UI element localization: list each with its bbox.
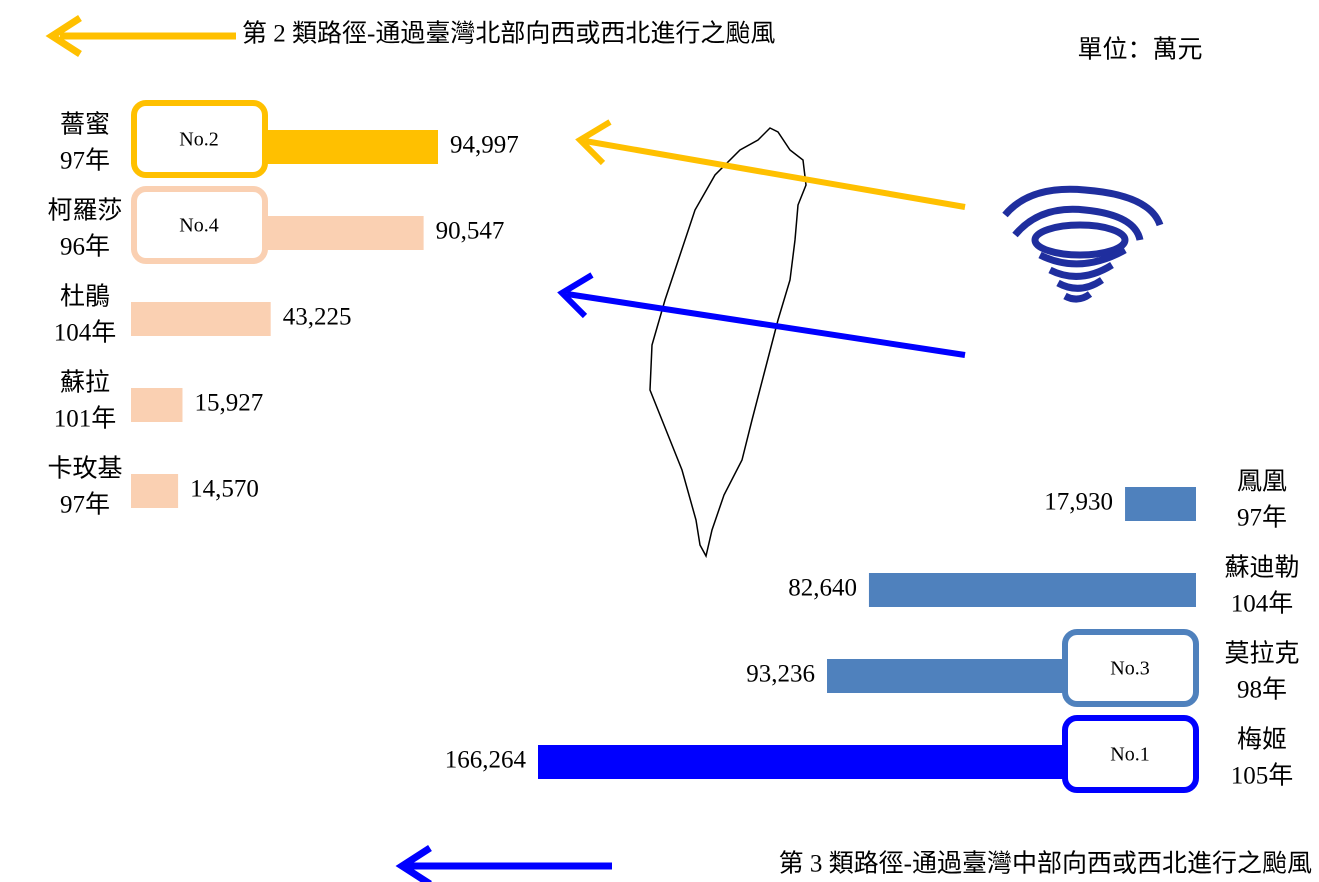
- rank-label: No.1: [1110, 744, 1149, 766]
- value-label: 90,547: [436, 218, 505, 245]
- bar: [1125, 487, 1196, 521]
- bar: [131, 388, 183, 422]
- year-label: 105年: [1231, 762, 1294, 790]
- rank-label: No.4: [179, 215, 218, 237]
- value-label: 93,236: [746, 661, 815, 688]
- category-label: 杜鵑: [60, 283, 110, 311]
- value-label: 17,930: [1044, 489, 1113, 516]
- value-label: 166,264: [445, 747, 527, 774]
- rank-badge: [131, 186, 268, 264]
- year-label: 104年: [1231, 590, 1294, 618]
- rank-label: No.2: [179, 129, 218, 151]
- decoration: [45, 15, 1164, 882]
- bar: [868, 573, 1196, 607]
- rank-badge: [1062, 715, 1199, 793]
- category-label: 柯羅莎: [47, 197, 122, 225]
- value-label: 43,225: [283, 304, 352, 331]
- bar: [131, 302, 271, 336]
- year-label: 97年: [60, 491, 110, 519]
- value-label: 15,927: [194, 390, 263, 417]
- chart-title: 第 2 類路徑-通過臺灣北部向西或西北進行之颱風: [242, 20, 775, 48]
- value-label: 14,570: [190, 476, 259, 503]
- rank-label: No.3: [1110, 658, 1149, 680]
- year-label: 97年: [60, 147, 110, 175]
- year-label: 104年: [54, 319, 117, 347]
- rank-badge: [131, 100, 268, 178]
- category-label: 梅姬: [1237, 726, 1287, 754]
- value-label: 94,997: [450, 132, 519, 159]
- year-label: 101年: [54, 405, 117, 433]
- category-label: 卡玫基: [47, 455, 122, 483]
- category-label: 蘇拉: [60, 369, 110, 397]
- category-label: 薔蜜: [60, 111, 110, 139]
- rank-badge: [1062, 629, 1199, 707]
- year-label: 98年: [1237, 676, 1287, 704]
- bar: [131, 474, 179, 508]
- chart-title: 第 3 類路徑-通過臺灣中部向西或西北進行之颱風: [779, 850, 1312, 878]
- category-label: 蘇迪勒: [1224, 554, 1299, 582]
- year-label: 97年: [1237, 504, 1287, 532]
- category-label: 鳳凰: [1237, 469, 1287, 496]
- unit-label: 單位：萬元: [1077, 36, 1202, 64]
- year-label: 96年: [60, 233, 110, 261]
- value-label: 82,640: [788, 575, 857, 602]
- category-label: 莫拉克: [1224, 640, 1299, 668]
